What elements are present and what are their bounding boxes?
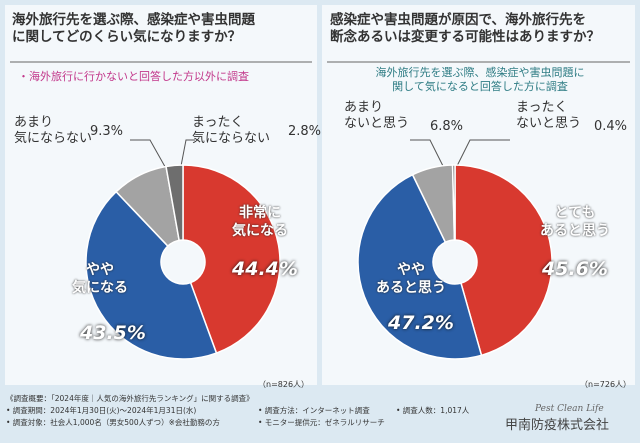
category-label: あまり 気にならない	[14, 115, 93, 147]
chart-subtitle: 海外旅行先を選ぶ際、感染症や害虫問題に 関して気になると回答した方に調査	[375, 66, 585, 93]
leader-line	[410, 139, 446, 171]
chart-subtitle: ・海外旅行に行かないと回答した方以外に調査	[18, 70, 249, 83]
category-label: あまり ないと思う	[344, 100, 410, 132]
category-label: やや 気になる	[72, 262, 128, 296]
logo-tagline: Pest Clean Life	[535, 404, 604, 414]
sample-note: （n=726人）	[580, 380, 632, 389]
value-label: 2.8%	[288, 124, 322, 139]
category-label: とても あると思う	[540, 205, 610, 239]
value-label: 45.6%	[542, 258, 608, 280]
category-label: まったく 気にならない	[192, 115, 271, 147]
logo-company: 甲南防疫株式会社	[505, 418, 610, 433]
value-label: 0.4%	[594, 119, 628, 134]
pie-slice	[357, 173, 483, 360]
pie-slice	[451, 164, 456, 241]
chart-title: 海外旅行先を選ぶ際、感染症や害虫問題 に関してどのくらい気になりますか？	[12, 12, 255, 45]
footer-item: • 調査期間：2024年1月30日(火)〜2024年1月31日(水)	[6, 406, 197, 415]
chart-title: 感染症や害虫問題が原因で、海外旅行先を 断念あるいは変更する可能性はありますか？	[330, 12, 600, 45]
value-label: 6.8%	[430, 119, 464, 134]
leader-line	[456, 139, 510, 167]
value-label: 43.5%	[80, 322, 146, 344]
value-label: 47.2%	[388, 312, 454, 334]
category-label: やや あると思う	[376, 262, 446, 296]
value-label: 9.3%	[90, 124, 124, 139]
pie-slice	[85, 190, 218, 360]
footer-item: • 調査人数：1,017人	[396, 406, 470, 415]
footer-item: • 調査方法：インターネット調査	[258, 406, 370, 415]
category-label: まったく ないと思う	[516, 100, 582, 132]
value-label: 44.4%	[232, 258, 298, 280]
footer-item: • 調査対象：社会人1,000名（男女500人ずつ）※会社勤務の方	[6, 418, 220, 427]
sample-note: （n=826人）	[258, 380, 310, 389]
pie-slice	[182, 164, 281, 355]
leader-line	[130, 139, 169, 173]
footer-item: • モニター提供元：ゼネラルリサーチ	[258, 418, 385, 427]
pie-slice	[165, 164, 184, 242]
leader-line	[180, 139, 195, 167]
footer-heading: 《調査概要：「2024年度｜人気の海外旅行先ランキング」に関する調査》	[6, 394, 254, 403]
category-label: 非常に 気になる	[232, 205, 288, 239]
pie-slice	[454, 164, 553, 357]
